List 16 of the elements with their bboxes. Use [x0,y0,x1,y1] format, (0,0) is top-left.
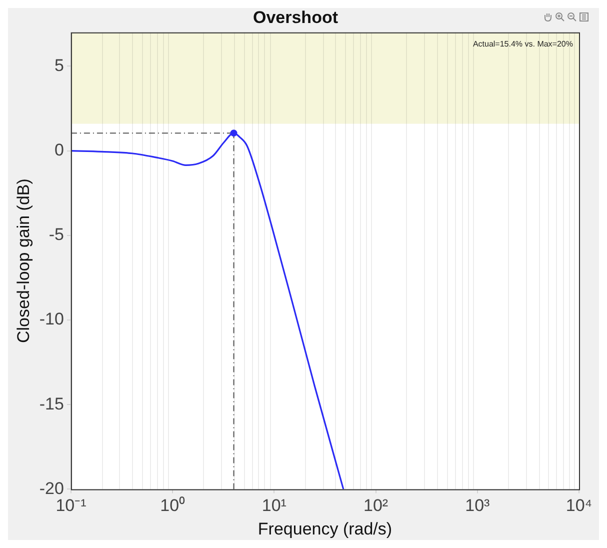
y-tick-label: -15 [39,394,64,414]
x-tick-label: 10³ [465,496,490,516]
x-axis-title: Frequency (rad/s) [258,519,392,538]
y-tick-label: 0 [54,140,64,160]
y-tick-label: -20 [39,478,64,498]
y-tick-label: 5 [54,56,64,75]
y-axis-title: Closed-loop gain (dB) [14,178,33,344]
x-tick-label: 10⁻¹ [56,496,87,516]
y-tick-label: -10 [39,310,64,329]
x-tick-label: 10⁴ [566,496,592,516]
x-tick-label: 10¹ [262,496,287,516]
annotation: Actual=15.4% vs. Max=20% [472,40,573,49]
y-tick-label: -5 [48,225,64,244]
x-tick-label: 10⁰ [160,496,186,516]
chart-title: Overshoot [252,8,338,27]
x-tick-label: 10² [364,496,388,516]
